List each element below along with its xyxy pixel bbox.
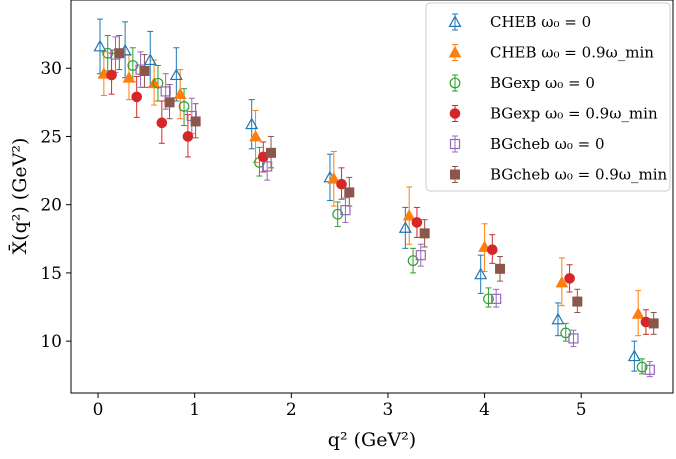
data-point <box>266 147 277 158</box>
data-markers <box>93 39 659 375</box>
data-point <box>336 178 347 190</box>
legend-label: BGcheb ω₀ = 0.9ω_min <box>490 166 668 184</box>
x-tick-label: 2 <box>286 400 297 420</box>
data-point <box>114 48 125 59</box>
data-point <box>627 349 641 362</box>
x-tick-label: 5 <box>576 400 587 420</box>
data-point <box>644 364 655 375</box>
data-point <box>122 71 136 83</box>
data-point <box>398 221 412 233</box>
data-point <box>636 361 648 373</box>
data-point <box>102 47 114 59</box>
y-tick-label: 15 <box>40 264 62 284</box>
legend-label: BGexp ω₀ = 0.9ω_min <box>490 105 658 123</box>
data-point <box>631 307 645 319</box>
data-point <box>648 318 659 329</box>
x-axis-label: q² (GeV²) <box>328 429 416 451</box>
data-point <box>143 53 157 66</box>
y-tick-label: 30 <box>40 59 62 79</box>
data-point <box>139 65 150 76</box>
data-point <box>568 333 579 344</box>
data-point <box>249 129 262 142</box>
data-point <box>487 244 498 256</box>
data-point <box>555 275 569 288</box>
data-point <box>411 217 423 228</box>
legend-label: CHEB ω₀ = 0 <box>490 13 591 31</box>
y-axis-label: X̄(q²) (GeV²) <box>8 138 31 255</box>
legend-label: BGexp ω₀ = 0 <box>490 74 595 92</box>
legend-marker <box>448 15 462 27</box>
data-point <box>402 209 416 221</box>
x-tick-label: 0 <box>93 400 104 420</box>
data-point <box>344 187 355 198</box>
data-point <box>572 296 583 307</box>
data-point <box>156 117 168 129</box>
data-point <box>483 293 494 305</box>
data-point <box>178 101 190 112</box>
legend-marker <box>448 45 462 58</box>
data-point <box>551 312 565 325</box>
legend-marker <box>450 169 460 180</box>
data-point <box>190 116 201 127</box>
legend-marker <box>449 77 461 89</box>
axis-ticks: 0 1 2 3 4 5 10 15 20 25 30 <box>40 59 586 420</box>
data-point <box>245 117 259 130</box>
data-point <box>262 161 273 172</box>
y-tick-label: 25 <box>40 127 62 147</box>
data-point <box>327 172 341 184</box>
legend-label: BGcheb ω₀ = 0 <box>490 135 605 153</box>
legend-label: CHEB ω₀ = 0.9ω_min <box>490 44 654 62</box>
plot-frame <box>70 0 674 394</box>
x-tick-label: 3 <box>383 400 394 420</box>
data-point <box>160 86 171 97</box>
data-point <box>474 267 488 280</box>
y-tick-label: 10 <box>40 332 62 352</box>
data-point <box>169 68 183 81</box>
y-tick-label: 20 <box>40 196 62 216</box>
data-point <box>164 97 175 108</box>
data-point <box>93 39 107 52</box>
legend-marker <box>449 138 461 150</box>
data-point <box>182 131 194 142</box>
data-point <box>491 293 502 304</box>
data-point <box>495 263 506 274</box>
data-point <box>152 77 164 89</box>
x-tick-label: 1 <box>189 400 200 420</box>
legend-box <box>425 2 671 192</box>
data-point <box>560 327 572 339</box>
x-tick-label: 4 <box>479 400 490 420</box>
legend-marker <box>449 108 461 119</box>
legend: CHEB ω₀ = 0 CHEB ω₀ = 0.9ω_min BGexp ω₀ = … <box>425 2 671 192</box>
data-point <box>173 87 187 100</box>
data-point <box>131 91 143 103</box>
data-point <box>147 76 161 89</box>
data-point <box>415 250 426 261</box>
data-point <box>419 228 430 239</box>
data-point <box>407 255 419 267</box>
data-point <box>564 273 575 284</box>
data-point <box>340 205 351 216</box>
data-point <box>106 69 117 81</box>
